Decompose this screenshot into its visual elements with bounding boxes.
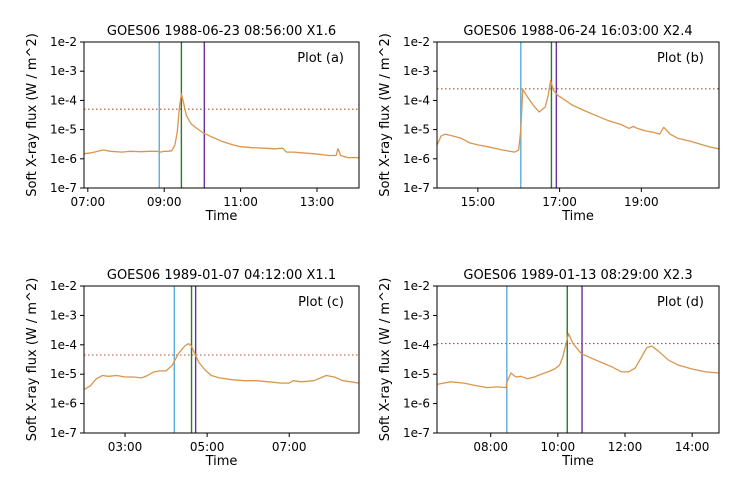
y-tick-label: 1e-2	[403, 279, 430, 293]
y-axis-label: Soft X-ray flux (W / m^2)	[25, 33, 40, 197]
y-tick-label: 1e-5	[50, 123, 77, 137]
flux-series-line	[437, 332, 719, 389]
chart-panel-c: GOES06 1989-01-07 04:12:00 X1.1 1e-7 1e-6 1…	[25, 268, 360, 469]
x-tick-label: 17:00	[542, 195, 577, 209]
plot-area	[84, 286, 359, 433]
y-tick-label: 1e-5	[50, 367, 77, 381]
x-tick-label: 19:00	[624, 195, 659, 209]
x-tick-label: 12:00	[608, 440, 643, 454]
axes-frame	[83, 41, 360, 189]
plot-label: Plot (d)	[657, 295, 704, 310]
chart-panel-d: GOES06 1989-01-13 08:29:00 X2.3 1e-7 1e-6 1…	[378, 268, 720, 469]
flux-series-line	[84, 93, 359, 159]
y-tick-label: 1e-3	[403, 308, 430, 322]
x-tick-label: 14:00	[675, 440, 710, 454]
chart-title: GOES06 1988-06-24 16:03:00 X2.4	[463, 24, 692, 39]
y-tick-label: 1e-4	[403, 338, 430, 352]
y-tick-label: 1e-4	[403, 93, 430, 107]
x-tick-label: 09:00	[147, 195, 182, 209]
chart-panel-b: GOES06 1988-06-24 16:03:00 X2.4 1e-7 1e-6 1…	[378, 24, 720, 224]
y-tick-label: 1e-2	[50, 279, 77, 293]
y-tick-label: 1e-6	[403, 152, 430, 166]
y-tick-label: 1e-6	[50, 397, 77, 411]
chart-panel-a: GOES06 1988-06-23 08:56:00 X1.6 1e-7 1e-6 1…	[25, 24, 360, 224]
x-axis-label: Time	[205, 209, 238, 224]
chart-title: GOES06 1989-01-07 04:12:00 X1.1	[107, 268, 336, 283]
y-tick-label: 1e-7	[403, 181, 430, 195]
y-tick-label: 1e-3	[50, 308, 77, 322]
x-tick-label: 15:00	[461, 195, 496, 209]
y-tick-label: 1e-6	[50, 152, 77, 166]
x-tick-label: 07:00	[272, 440, 307, 454]
y-axis-label: Soft X-ray flux (W / m^2)	[378, 33, 393, 197]
y-axis-label: Soft X-ray flux (W / m^2)	[25, 278, 40, 442]
axes-frame	[83, 285, 360, 434]
y-tick-label: 1e-3	[50, 64, 77, 78]
axes-frame	[436, 285, 720, 434]
y-tick-label: 1e-4	[50, 93, 77, 107]
x-tick-label: 11:00	[223, 195, 258, 209]
y-tick-label: 1e-4	[50, 338, 77, 352]
y-tick-label: 1e-7	[50, 426, 77, 440]
y-tick-label: 1e-7	[50, 181, 77, 195]
chart-title: GOES06 1989-01-13 08:29:00 X2.3	[463, 268, 692, 283]
plot-area	[437, 286, 719, 433]
x-tick-label: 08:00	[473, 440, 508, 454]
axes-frame	[436, 41, 720, 189]
x-tick-label: 03:00	[108, 440, 143, 454]
x-axis-label: Time	[561, 209, 594, 224]
x-axis-label: Time	[205, 454, 238, 469]
chart-title: GOES06 1988-06-23 08:56:00 X1.6	[107, 24, 336, 39]
y-tick-label: 1e-6	[403, 397, 430, 411]
flux-series-line	[84, 342, 359, 391]
x-tick-label: 13:00	[300, 195, 335, 209]
plot-label: Plot (a)	[297, 51, 344, 66]
y-tick-label: 1e-5	[403, 367, 430, 381]
x-axis-label: Time	[561, 454, 594, 469]
y-axis-label: Soft X-ray flux (W / m^2)	[378, 278, 393, 442]
plot-label: Plot (c)	[298, 295, 344, 310]
y-tick-label: 1e-5	[403, 123, 430, 137]
y-tick-label: 1e-2	[403, 35, 430, 49]
x-tick-label: 07:00	[71, 195, 106, 209]
x-tick-label: 05:00	[190, 440, 225, 454]
flux-series-line	[437, 79, 719, 153]
y-tick-label: 1e-3	[403, 64, 430, 78]
plot-area	[84, 42, 359, 188]
x-tick-label: 10:00	[541, 440, 576, 454]
y-tick-label: 1e-2	[50, 35, 77, 49]
y-tick-label: 1e-7	[403, 426, 430, 440]
plot-area	[437, 42, 719, 188]
plot-label: Plot (b)	[657, 51, 704, 66]
